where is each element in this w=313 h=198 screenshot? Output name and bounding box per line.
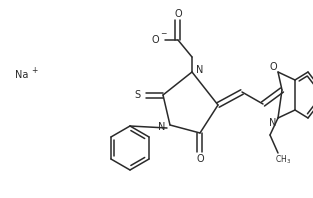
- Text: O: O: [196, 154, 204, 164]
- Text: O: O: [269, 62, 277, 72]
- Text: CH$_3$: CH$_3$: [275, 154, 291, 166]
- Text: O: O: [151, 35, 159, 45]
- Text: +: +: [31, 66, 37, 74]
- Text: N: N: [196, 65, 204, 75]
- Text: O: O: [174, 9, 182, 19]
- Text: N: N: [158, 122, 166, 132]
- Text: −: −: [160, 30, 166, 38]
- Text: S: S: [134, 90, 140, 100]
- Text: N: N: [269, 118, 277, 128]
- Text: Na: Na: [15, 70, 29, 80]
